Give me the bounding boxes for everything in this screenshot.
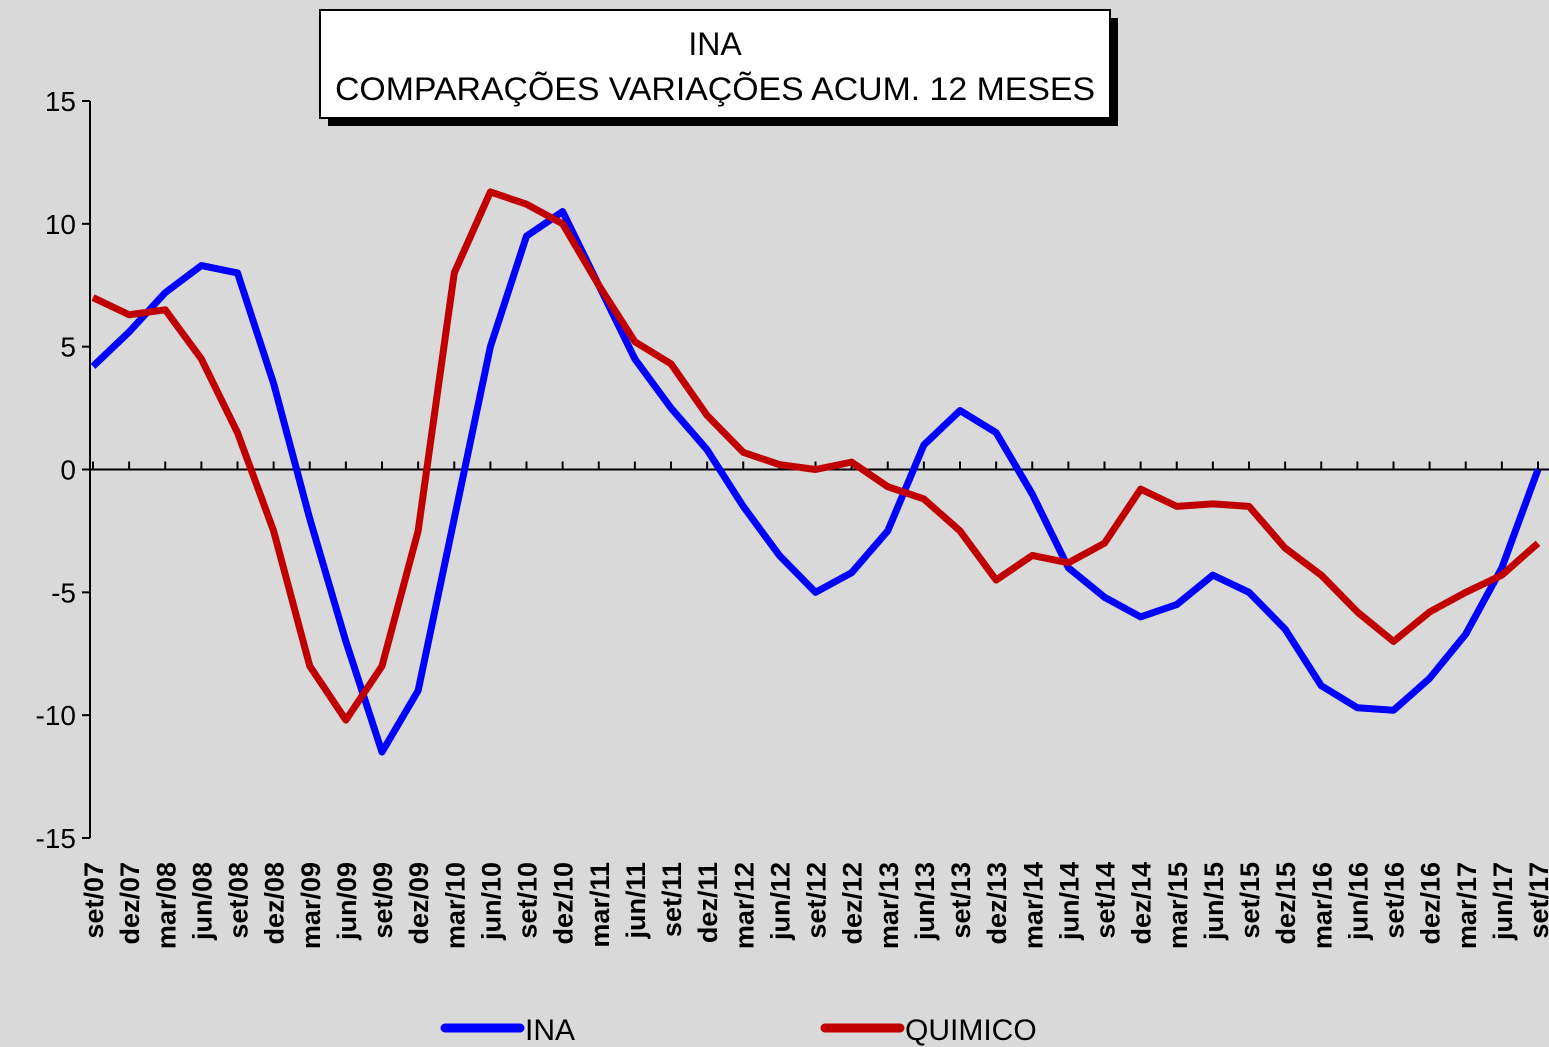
y-tick-label: 10 — [45, 209, 76, 240]
x-tick-label: jun/16 — [1343, 862, 1373, 941]
title-box — [319, 9, 1111, 119]
y-tick-label: -15 — [36, 823, 76, 854]
x-tick-label: jun/09 — [332, 862, 362, 941]
legend-label: INA — [525, 1014, 575, 1047]
x-tick-label: mar/08 — [151, 862, 181, 949]
x-tick-label: dez/10 — [549, 862, 579, 945]
x-tick-label: set/12 — [802, 862, 832, 939]
x-tick-label: dez/08 — [260, 862, 290, 945]
x-tick-label: mar/16 — [1307, 862, 1337, 949]
x-tick-label: jun/17 — [1488, 862, 1518, 941]
x-tick-label: mar/13 — [874, 862, 904, 949]
y-tick-label: -5 — [51, 577, 76, 608]
x-tick-label: dez/07 — [115, 862, 145, 945]
x-tick-label: set/13 — [946, 862, 976, 939]
x-tick-label: set/15 — [1235, 862, 1265, 939]
x-tick-label: mar/14 — [1018, 862, 1048, 949]
x-tick-label: set/16 — [1380, 862, 1410, 939]
x-tick-label: set/14 — [1091, 862, 1121, 939]
x-tick-label: mar/15 — [1163, 862, 1193, 949]
x-tick-label: set/10 — [513, 862, 543, 939]
series-line — [91, 188, 1541, 724]
x-tick-label: set/08 — [224, 862, 254, 939]
x-tick-label: dez/09 — [404, 862, 434, 945]
x-tick-label: dez/13 — [982, 862, 1012, 945]
series-line — [90, 208, 1542, 756]
y-tick-label: 0 — [60, 455, 76, 486]
x-tick-label: jun/10 — [476, 862, 506, 941]
x-tick-label: mar/10 — [440, 862, 470, 949]
x-tick-label: dez/11 — [693, 862, 723, 943]
x-tick-label: dez/12 — [838, 862, 868, 945]
legend-label: QUIMICO — [905, 1014, 1037, 1047]
x-tick-label: set/11 — [657, 862, 687, 937]
chart-title: INA — [688, 26, 742, 62]
x-tick-label: dez/15 — [1271, 862, 1301, 945]
x-tick-label: set/07 — [79, 862, 109, 939]
x-tick-label: jun/15 — [1199, 862, 1229, 941]
x-tick-label: dez/16 — [1416, 862, 1446, 945]
x-tick-label: mar/17 — [1452, 862, 1482, 949]
chart-title: COMPARAÇÕES VARIAÇÕES ACUM. 12 MESES — [335, 71, 1095, 107]
x-tick-label: jun/13 — [910, 862, 940, 941]
x-tick-label: mar/09 — [296, 862, 326, 949]
y-tick-label: 15 — [45, 86, 76, 117]
x-tick-label: dez/14 — [1127, 862, 1157, 945]
x-tick-label: jun/11 — [621, 862, 651, 940]
x-tick-label: jun/08 — [187, 862, 217, 941]
x-tick-label: jun/14 — [1054, 862, 1084, 941]
x-tick-label: jun/12 — [765, 862, 795, 941]
x-tick-label: set/09 — [368, 862, 398, 939]
y-tick-label: 5 — [60, 332, 76, 363]
x-tick-label: mar/11 — [585, 862, 615, 948]
x-tick-label: set/17 — [1524, 862, 1549, 939]
x-tick-label: mar/12 — [729, 862, 759, 949]
y-tick-label: -10 — [36, 700, 76, 731]
